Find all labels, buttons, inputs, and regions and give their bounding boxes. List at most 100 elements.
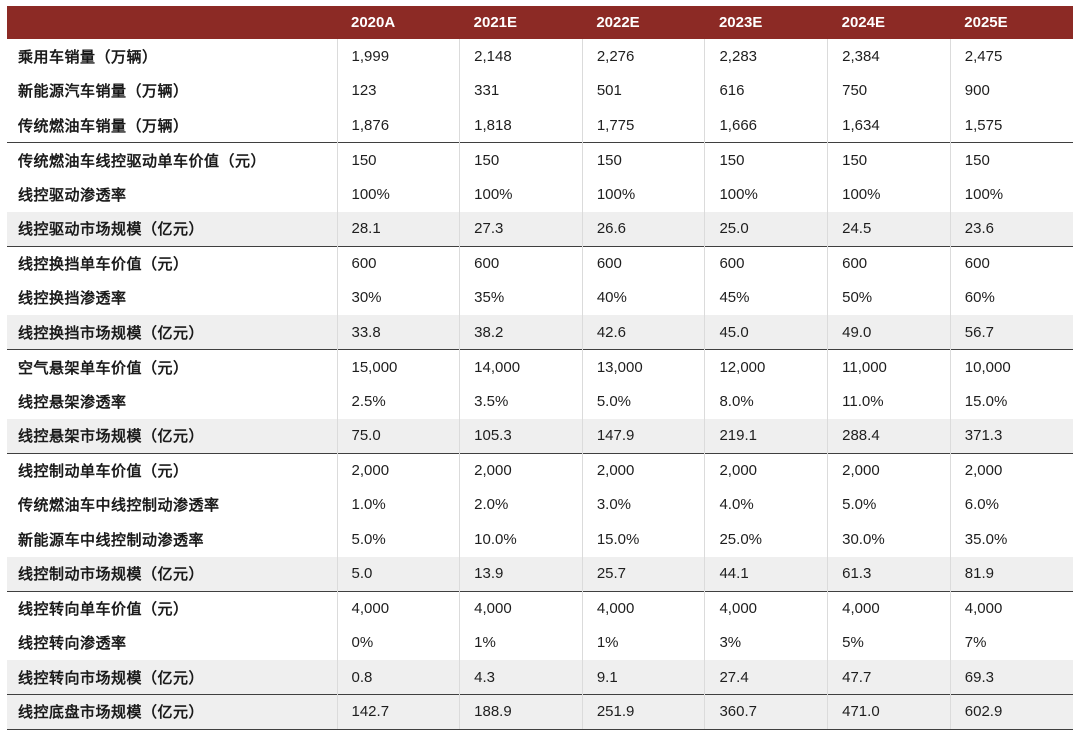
table-row: 线控换挡渗透率 30% 35% 40% 45% 50% 60% (7, 280, 1073, 315)
value-cell: 13.9 (459, 556, 583, 591)
value-cell: 600 (459, 245, 583, 281)
value-cell: 4.3 (459, 660, 583, 695)
header-row: 2020A 2021E 2022E 2023E 2024E 2025E (7, 6, 1073, 39)
table-row: 线控驱动渗透率 100% 100% 100% 100% 100% 100% (7, 177, 1073, 212)
value-cell: 81.9 (949, 556, 1073, 591)
value-cell: 2.0% (459, 487, 583, 522)
table-row: 线控转向渗透率 0% 1% 1% 3% 5% 7% (7, 625, 1073, 660)
value-cell: 600 (336, 245, 460, 281)
row-label: 新能源汽车销量（万辆） (18, 83, 189, 101)
value-cell: 26.6 (581, 211, 705, 246)
value-cell: 7% (949, 625, 1073, 660)
value-cell: 600 (949, 245, 1073, 281)
value-cell: 2,283 (704, 39, 828, 74)
value-cell: 25.0% (704, 522, 828, 557)
value-cell: 2,000 (949, 452, 1073, 488)
row-label: 传统燃油车线控驱动单车价值（元） (7, 142, 337, 177)
table-row: 线控悬架市场规模（亿元） 75.0 105.3 147.9 219.1 288.4 371.… (7, 418, 1073, 453)
table-row: 新能源汽车销量（万辆） 123 331 501 616 750 900 (7, 73, 1073, 108)
value-cell: 2.5% (336, 384, 460, 419)
row-label: 乘用车销量（万辆） (18, 48, 158, 66)
value-cell: 600 (827, 245, 951, 281)
value-cell: 61.3 (827, 556, 951, 591)
table-row: 线控底盘市场规模（亿元） 142.7 188.9 251.9 360.7 471.0 602… (7, 694, 1073, 730)
table-row: 传统燃油车线控驱动单车价值（元） 150 150 150 150 150 150 (7, 142, 1073, 177)
value-cell: 9.1 (581, 660, 705, 695)
value-cell: 4,000 (459, 590, 583, 626)
value-cell: 1,666 (704, 108, 828, 143)
value-cell: 2,000 (827, 452, 951, 488)
value-cell: 150 (336, 142, 460, 177)
value-cell: 100% (704, 177, 828, 212)
value-cell: 331 (459, 73, 583, 108)
table-row: 空气悬架单车价值（元） 15,000 14,000 13,000 12,000 11,00… (7, 349, 1073, 384)
value-cell: 750 (827, 73, 951, 108)
value-cell: 30.0% (827, 522, 951, 557)
value-cell: 15,000 (336, 349, 460, 384)
value-cell: 11.0% (827, 384, 951, 419)
value-cell: 360.7 (704, 694, 828, 730)
table-row: 新能源车中线控制动渗透率 5.0% 10.0% 15.0% 25.0% 30.0% 35.0… (7, 522, 1073, 557)
value-cell: 1.0% (336, 487, 460, 522)
value-cell: 56.7 (949, 315, 1073, 350)
value-cell: 2,148 (459, 39, 583, 74)
value-cell: 6.0% (949, 487, 1073, 522)
value-cell: 4,000 (704, 590, 828, 626)
value-cell: 1% (581, 625, 705, 660)
value-cell: 25.7 (581, 556, 705, 591)
value-cell: 2,000 (704, 452, 828, 488)
value-cell: 2,384 (827, 39, 951, 74)
value-cell: 5.0% (827, 487, 951, 522)
value-cell: 2,276 (581, 39, 705, 74)
table-row: 线控转向单车价值（元） 4,000 4,000 4,000 4,000 4,000 4,00… (7, 590, 1073, 626)
value-cell: 5.0% (336, 522, 460, 557)
row-label: 传统燃油车销量（万辆） (18, 117, 189, 135)
value-cell: 30% (336, 280, 460, 315)
row-label-column-header (7, 6, 337, 39)
value-cell: 100% (827, 177, 951, 212)
value-cell: 100% (581, 177, 705, 212)
value-cell: 8.0% (704, 384, 828, 419)
value-cell: 47.7 (827, 660, 951, 695)
value-cell: 15.0% (581, 522, 705, 557)
row-label: 线控转向市场规模（亿元） (18, 669, 205, 687)
value-cell: 2,000 (581, 452, 705, 488)
value-cell: 28.1 (336, 211, 460, 246)
value-cell: 45% (704, 280, 828, 315)
row-label: 线控制动市场规模（亿元） (18, 566, 205, 583)
row-label: 线控悬架渗透率 (18, 393, 127, 411)
value-cell: 13,000 (581, 349, 705, 384)
value-cell: 1,818 (459, 108, 583, 143)
value-cell: 150 (949, 142, 1073, 177)
value-cell: 602.9 (949, 694, 1073, 730)
value-cell: 4,000 (336, 590, 460, 626)
row-label: 线控驱动市场规模（亿元） (18, 221, 205, 238)
value-cell: 100% (336, 177, 460, 212)
row-label: 新能源车中线控制动渗透率 (18, 531, 205, 549)
value-cell: 40% (581, 280, 705, 315)
value-cell: 5% (827, 625, 951, 660)
table-row: 线控悬架渗透率 2.5% 3.5% 5.0% 8.0% 11.0% 15.0% (7, 384, 1073, 419)
value-cell: 4,000 (949, 590, 1073, 626)
value-cell: 600 (581, 245, 705, 281)
table-row: 线控换挡单车价值（元） 600 600 600 600 600 600 (7, 245, 1073, 281)
table-row: 乘用车销量（万辆） 1,999 2,148 2,276 2,283 2,384 2,475 (7, 39, 1073, 74)
value-cell: 50% (827, 280, 951, 315)
value-cell: 4,000 (827, 590, 951, 626)
value-cell: 219.1 (704, 418, 828, 453)
row-label: 线控悬架市场规模（亿元） (18, 428, 205, 445)
column-header-2025E: 2025E (950, 6, 1073, 39)
value-cell: 60% (949, 280, 1073, 315)
value-cell: 25.0 (704, 211, 828, 246)
value-cell: 5.0% (581, 384, 705, 419)
value-cell: 3.5% (459, 384, 583, 419)
table-row: 传统燃油车销量（万辆） 1,876 1,818 1,775 1,666 1,634 1,57… (7, 108, 1073, 143)
table-row: 线控转向市场规模（亿元） 0.8 4.3 9.1 27.4 47.7 69.3 (7, 660, 1073, 695)
table-header: 2020A 2021E 2022E 2023E 2024E 2025E (7, 6, 1073, 39)
value-cell: 3% (704, 625, 828, 660)
value-cell: 471.0 (827, 694, 951, 730)
value-cell: 105.3 (459, 418, 583, 453)
value-cell: 27.4 (704, 660, 828, 695)
value-cell: 33.8 (336, 315, 460, 350)
